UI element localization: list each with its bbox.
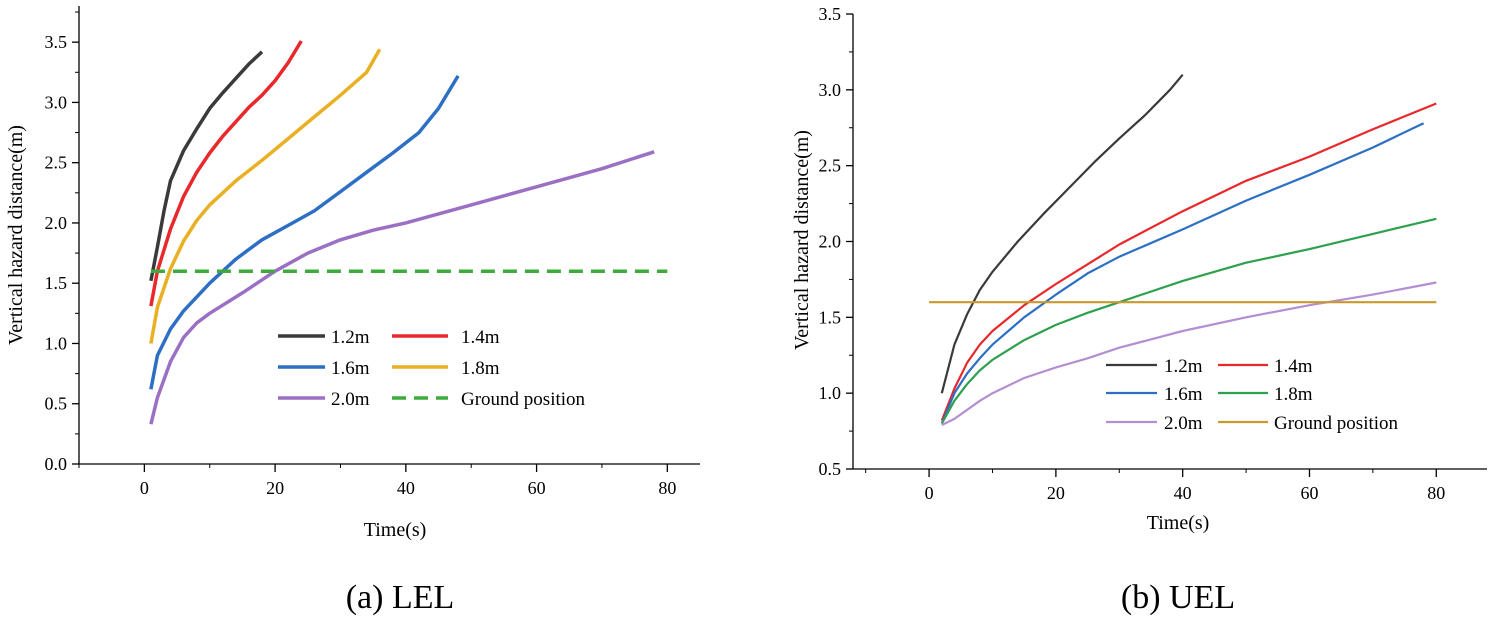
series-line-2-0m <box>941 281 1437 426</box>
series-line-1-6m <box>149 74 460 390</box>
legend-label-1-6m: 1.6m <box>1164 384 1203 405</box>
y-axis-label: Vertical hazard distance(m) <box>5 125 27 345</box>
series-line-1-2m <box>149 50 264 282</box>
x-tick-label: 80 <box>1427 483 1445 503</box>
x-axis-label: Time(s) <box>364 519 427 541</box>
x-tick-label: 60 <box>1300 483 1318 503</box>
series-line-1-4m <box>149 40 303 307</box>
legend-label-1-8m: 1.8m <box>461 358 500 379</box>
legend-label-1-4m: 1.4m <box>1274 356 1313 377</box>
legend: 1.2m 1.4m 1.6m 1.8m 2.0m Ground position <box>1106 356 1399 434</box>
y-tick-label: 3.0 <box>45 92 68 112</box>
series-line-1-8m <box>940 217 1437 425</box>
y-tick-label: 2.5 <box>819 156 842 176</box>
plot-area <box>149 40 668 425</box>
y-tick-label: 1.5 <box>45 273 68 293</box>
y-tick-label: 3.0 <box>819 80 842 100</box>
legend-label-1-8m: 1.8m <box>1274 384 1313 405</box>
x-tick-label: 0 <box>925 483 934 503</box>
x-tick-label: 60 <box>528 478 546 498</box>
y-tick-label: 3.5 <box>819 4 842 24</box>
y-tick-label: 0.5 <box>45 394 68 414</box>
y-tick-label: 1.5 <box>819 307 842 327</box>
axis-ticks: 0 20 40 60 80 0.5 1.0 1.5 2.0 2.5 3.0 3.5 <box>819 4 1446 503</box>
x-tick-label: 0 <box>140 478 149 498</box>
series-line-1-8m <box>149 48 382 344</box>
y-tick-label: 2.0 <box>45 213 68 233</box>
y-tick-label: 2.0 <box>819 232 842 252</box>
x-tick-label: 20 <box>266 478 284 498</box>
caption-uel: (b) UEL <box>1121 579 1235 616</box>
legend-label-2-0m: 2.0m <box>1164 413 1203 434</box>
chart-lel: 0 20 40 60 80 0.0 0.5 1.0 1.5 2.0 2.5 3.0 3.5 Time(s… <box>5 6 700 616</box>
legend: 1.2m 1.4m 1.6m 1.8m 2.0m Ground position <box>278 327 586 410</box>
y-tick-label: 2.5 <box>45 153 68 173</box>
y-axis-label: Vertical hazard distance(m) <box>791 130 813 350</box>
series-line-1-4m <box>940 102 1437 421</box>
x-tick-label: 20 <box>1047 483 1065 503</box>
series-line-2-0m <box>149 150 655 425</box>
x-axis-label: Time(s) <box>1147 512 1210 534</box>
legend-label-1-2m: 1.2m <box>1164 356 1203 377</box>
y-tick-label: 1.0 <box>45 333 68 353</box>
axis-ticks: 0 20 40 60 80 0.0 0.5 1.0 1.5 2.0 2.5 3.0 3.5 <box>45 11 676 498</box>
series-line-1-2m <box>940 73 1184 394</box>
legend-label-1-4m: 1.4m <box>461 327 500 348</box>
x-tick-label: 80 <box>658 478 676 498</box>
y-tick-label: 1.0 <box>819 383 842 403</box>
plot-area <box>929 73 1437 426</box>
y-tick-label: 0.0 <box>45 454 68 474</box>
legend-label-2-0m: 2.0m <box>331 389 370 410</box>
legend-label-ground-position: Ground position <box>461 389 586 410</box>
x-tick-label: 40 <box>397 478 415 498</box>
series-line-1-6m <box>940 122 1425 424</box>
x-tick-label: 40 <box>1174 483 1192 503</box>
legend-label-1-6m: 1.6m <box>331 358 370 379</box>
chart-uel: 0 20 40 60 80 0.5 1.0 1.5 2.0 2.5 3.0 3.5 Time(s) V… <box>791 4 1487 616</box>
caption-lel: (a) LEL <box>346 579 455 616</box>
legend-label-1-2m: 1.2m <box>331 327 370 348</box>
y-tick-label: 3.5 <box>45 32 68 52</box>
y-tick-label: 0.5 <box>819 459 842 479</box>
legend-label-ground-position: Ground position <box>1274 413 1399 434</box>
